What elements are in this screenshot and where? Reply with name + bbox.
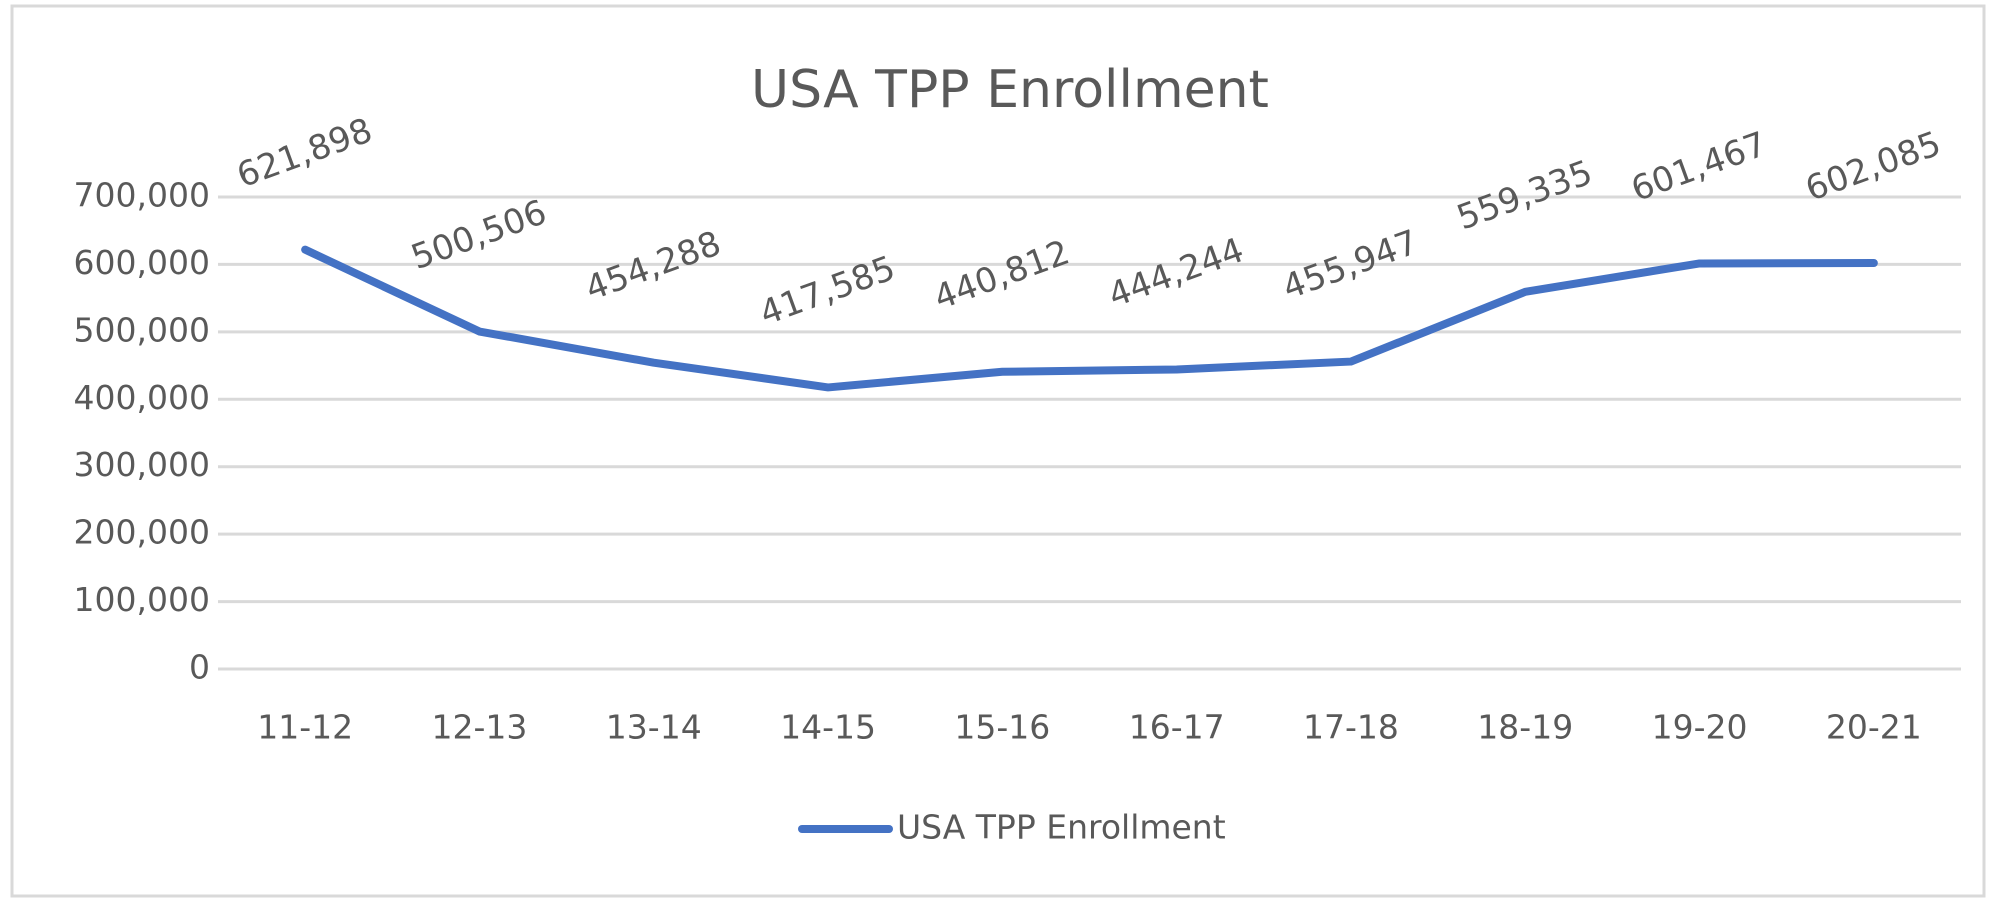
y-tick-label: 100,000 [74, 580, 210, 619]
y-tick-label: 600,000 [74, 243, 210, 282]
x-tick-label: 17-18 [1303, 708, 1399, 747]
x-tick-label: 12-13 [432, 708, 528, 747]
x-tick-label: 18-19 [1477, 708, 1573, 747]
x-tick-label: 14-15 [780, 708, 876, 747]
y-tick-label: 500,000 [74, 310, 210, 349]
y-tick-label: 300,000 [74, 445, 210, 484]
data-line [301, 245, 1878, 392]
chart-title: USA TPP Enrollment [751, 60, 1269, 120]
x-tick-label: 16-17 [1129, 708, 1225, 747]
y-tick-label: 0 [189, 648, 210, 687]
legend-label: USA TPP Enrollment [897, 808, 1226, 847]
chart-frame [10, 4, 1986, 898]
x-tick-label: 13-14 [606, 708, 702, 747]
x-tick-label: 15-16 [954, 708, 1050, 747]
y-tick-label: 700,000 [74, 176, 210, 215]
x-tick-label: 11-12 [257, 708, 353, 747]
y-tick-label: 400,000 [74, 378, 210, 417]
y-tick-label: 200,000 [74, 513, 210, 552]
x-tick-label: 20-21 [1826, 708, 1922, 747]
x-tick-label: 19-20 [1652, 708, 1748, 747]
